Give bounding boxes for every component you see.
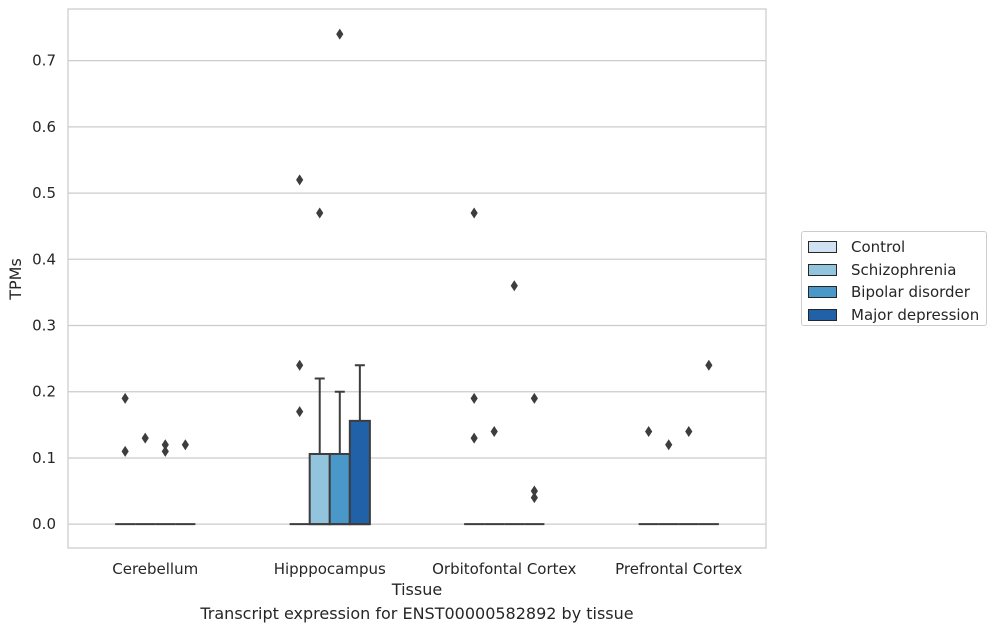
legend: Control Schizophrenia Bipolar disorder Majo…: [801, 231, 987, 326]
legend-item: Bipolar disorder: [808, 281, 986, 304]
outlier-point: [470, 207, 478, 219]
legend-swatch: [808, 241, 837, 254]
y-tick-label: 0.4: [32, 250, 56, 268]
legend-item: Major depression: [808, 304, 986, 327]
x-tick-label: Orbitofontal Cortex: [432, 560, 576, 578]
outlier-point: [665, 439, 673, 451]
box-major-depression: [348, 364, 371, 526]
box-body: [348, 419, 371, 526]
outlier-point: [510, 280, 518, 292]
legend-item: Schizophrenia: [808, 259, 986, 282]
legend-label: Schizophrenia: [851, 260, 957, 279]
y-tick-label: 0.6: [32, 118, 56, 136]
outlier-point: [530, 485, 538, 497]
box-schizophrenia: [658, 439, 679, 526]
legend-swatch: [808, 308, 837, 321]
box-bipolar-disorder: [328, 28, 351, 526]
box-major-depression: [175, 439, 196, 526]
box-body: [308, 452, 331, 526]
box-control: [464, 207, 485, 526]
outlier-point: [141, 432, 149, 444]
legend-label: Bipolar disorder: [851, 283, 970, 302]
x-axis-label: Tissue: [391, 580, 442, 599]
box-major-depression: [698, 359, 719, 526]
outlier-point: [685, 425, 693, 437]
chart-caption: Transcript expression for ENST0000058289…: [200, 604, 634, 623]
y-tick-label: 0.3: [32, 317, 56, 335]
box-bipolar-disorder: [504, 280, 525, 526]
outlier-point: [336, 28, 344, 40]
box-control: [289, 174, 310, 526]
y-tick-label: 0.2: [32, 383, 56, 401]
outlier-point: [121, 392, 129, 404]
outlier-point: [161, 439, 169, 451]
outlier-point: [470, 432, 478, 444]
y-tick-label: 0.5: [32, 184, 56, 202]
legend-swatch: [808, 263, 837, 276]
x-axis-ticks: Cerebellum Hipppocampus Orbitofontal Corte…: [112, 560, 742, 578]
outlier-point: [705, 359, 713, 371]
x-tick-label: Hipppocampus: [274, 560, 386, 578]
y-tick-label: 0.1: [32, 449, 56, 467]
box-bipolar-disorder: [678, 425, 699, 526]
outlier-point: [316, 207, 324, 219]
plot-marks: [115, 28, 719, 526]
box-body: [328, 452, 351, 526]
legend-swatch: [808, 286, 837, 299]
box-control: [638, 425, 659, 526]
plot-frame: [67, 8, 767, 549]
x-tick-label: Prefrontal Cortex: [615, 560, 742, 578]
outlier-point: [296, 174, 304, 186]
outlier-point: [121, 445, 129, 457]
legend-label: Control: [851, 238, 906, 257]
y-axis-label: TPMs: [6, 258, 25, 301]
outlier-point: [490, 425, 498, 437]
y-tick-label: 0.7: [32, 52, 56, 70]
box-schizophrenia: [484, 425, 505, 526]
outlier-point: [470, 392, 478, 404]
outlier-point: [645, 425, 653, 437]
box-bipolar-disorder: [155, 439, 176, 526]
outlier-point: [296, 359, 304, 371]
x-tick-label: Cerebellum: [112, 560, 198, 578]
box-schizophrenia: [135, 432, 156, 526]
box-major-depression: [524, 392, 545, 526]
legend-label: Major depression: [851, 305, 980, 324]
outlier-point: [296, 406, 304, 418]
y-tick-label: 0.0: [32, 515, 56, 533]
box-control: [115, 392, 136, 526]
legend-item: Control: [808, 236, 986, 259]
outlier-point: [530, 392, 538, 404]
gridlines: [68, 60, 766, 525]
y-axis-ticks: 0.0 0.1 0.2 0.3 0.4 0.5 0.6 0.7: [32, 52, 56, 534]
outlier-point: [181, 439, 189, 451]
outlier-point: [530, 492, 538, 504]
outlier-point: [161, 445, 169, 457]
box-schizophrenia: [308, 207, 331, 526]
